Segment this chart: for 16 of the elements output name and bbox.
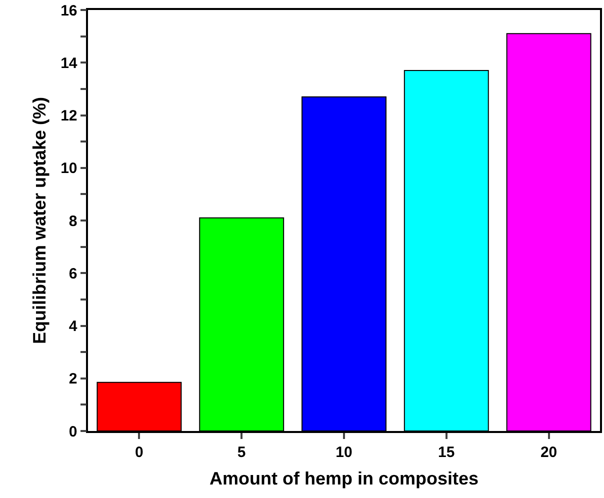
y-tick-label: 14: [60, 54, 78, 72]
y-tick-label: 0: [68, 423, 78, 440]
y-tick-label: 4: [68, 318, 78, 335]
y-tick-label: 10: [60, 160, 78, 178]
x-tick-label: 10: [336, 444, 352, 461]
y-tick-label: 2: [68, 370, 78, 388]
y-tick-label: 16: [60, 2, 78, 20]
y-tick-label: 12: [60, 108, 78, 124]
x-axis-title: Amount of hemp in composites: [209, 468, 479, 488]
x-tick-label: 15: [438, 444, 455, 461]
y-tick-label: 6: [68, 265, 78, 282]
x-tick-label: 0: [135, 444, 144, 461]
x-tick-label: 5: [237, 444, 246, 461]
y-axis-title: Equilibrium water uptake (%): [29, 96, 50, 344]
y-tick-label: 8: [68, 212, 78, 230]
x-tick-label: 20: [540, 444, 558, 461]
